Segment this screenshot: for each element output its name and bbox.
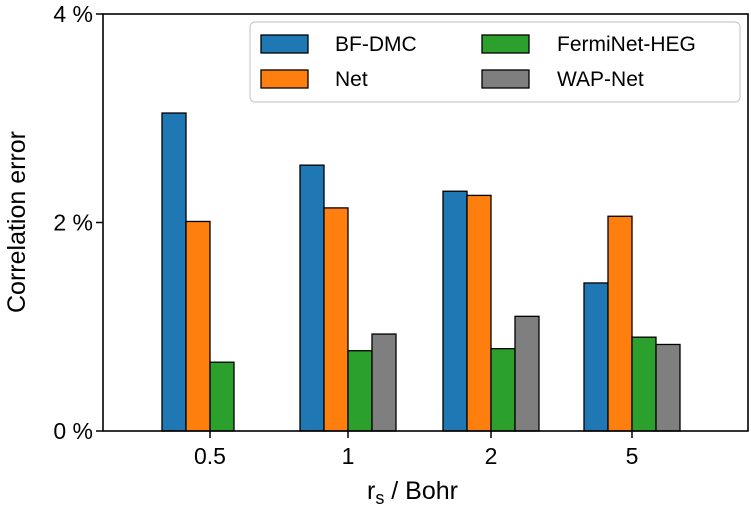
- x-tick-label: 1: [342, 443, 355, 469]
- legend-swatch-net: [260, 69, 309, 89]
- x-axis-label-suffix: / Bohr: [384, 477, 458, 505]
- legend-label-bf-dmc: BF-DMC: [335, 33, 417, 56]
- legend: BF-DMC Net FermiNet-HEG WAP-Net: [249, 21, 741, 103]
- legend-entry-ferminet-heg: FermiNet-HEG: [481, 33, 696, 56]
- legend-label-net: Net: [335, 68, 368, 91]
- x-axis-label-subscript: s: [375, 488, 384, 507]
- bar-net-1: [323, 207, 349, 432]
- bar-bf-dmc-2: [442, 190, 468, 432]
- x-axis-label: rs / Bohr: [367, 477, 458, 507]
- bar-bf-dmc-5: [583, 282, 609, 432]
- bar-wap-net-2: [514, 315, 540, 432]
- x-tick-label: 5: [626, 443, 639, 469]
- bar-net-2: [466, 194, 492, 432]
- y-axis: 0 % 2 % 4 %: [53, 1, 103, 444]
- bar-ferminet-heg-0-5: [209, 361, 235, 432]
- x-tick-label: 0.5: [194, 443, 226, 469]
- y-tick-label: 4 %: [53, 1, 93, 27]
- legend-label-ferminet-heg: FermiNet-HEG: [557, 33, 696, 56]
- bar-wap-net-1: [371, 333, 397, 432]
- bar-net-0-5: [185, 220, 211, 432]
- y-axis-label: Correlation error: [3, 131, 31, 313]
- legend-label-wap-net: WAP-Net: [557, 68, 644, 91]
- legend-box: [249, 21, 741, 103]
- bar-ferminet-heg-2: [490, 347, 516, 432]
- bar-ferminet-heg-5: [631, 336, 657, 432]
- x-axis: 0.5 1 2 5: [194, 431, 638, 469]
- legend-entry-bf-dmc: BF-DMC: [260, 33, 417, 56]
- legend-swatch-ferminet-heg: [481, 34, 530, 54]
- y-tick-label: 2 %: [53, 210, 93, 236]
- bar-bf-dmc-1: [299, 164, 325, 432]
- x-axis-label-main: r: [367, 477, 375, 505]
- legend-swatch-bf-dmc: [260, 34, 309, 54]
- bar-bf-dmc-0-5: [161, 112, 187, 432]
- bar-wap-net-5: [655, 343, 681, 432]
- legend-entry-wap-net: WAP-Net: [481, 68, 644, 91]
- bar-net-5: [607, 215, 633, 432]
- x-tick-label: 2: [485, 443, 498, 469]
- bars-layer: [161, 112, 681, 432]
- y-tick-label: 0 %: [53, 418, 93, 444]
- bar-ferminet-heg-1: [347, 350, 373, 432]
- legend-entry-net: Net: [260, 68, 368, 91]
- legend-swatch-wap-net: [481, 69, 530, 89]
